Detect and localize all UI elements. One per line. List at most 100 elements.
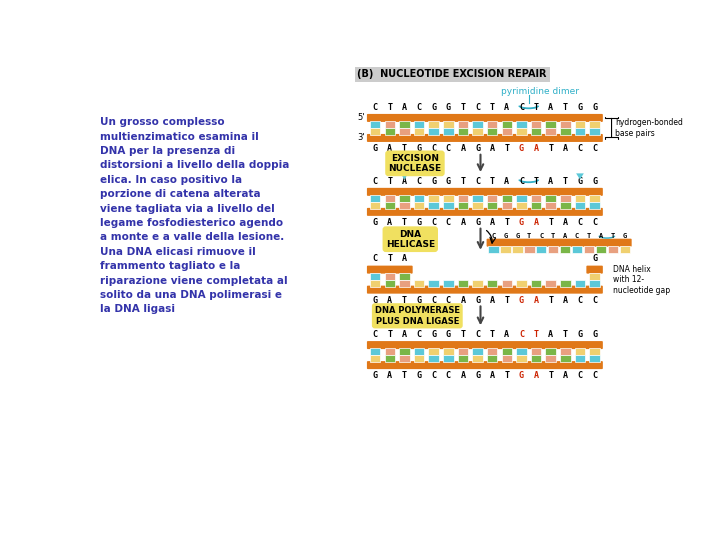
Text: G: G (373, 372, 378, 380)
Text: C: C (431, 144, 436, 153)
Bar (572, 246, 582, 253)
Bar (502, 202, 512, 209)
Bar (502, 121, 512, 128)
Text: G: G (577, 103, 582, 112)
Text: A: A (504, 330, 509, 339)
Bar (575, 280, 585, 287)
Bar (531, 202, 541, 209)
Text: G: G (373, 218, 378, 227)
Bar (560, 121, 571, 128)
Bar (516, 128, 527, 135)
Bar (428, 121, 439, 128)
Bar (502, 195, 512, 202)
Bar (428, 202, 439, 209)
Bar (443, 348, 454, 355)
Bar (548, 246, 559, 253)
Bar (531, 128, 541, 135)
Text: T: T (534, 330, 539, 339)
Text: C: C (539, 233, 544, 239)
Text: T: T (387, 330, 392, 339)
Text: T: T (402, 144, 407, 153)
Text: T: T (402, 296, 407, 305)
Bar (443, 128, 454, 135)
Text: G: G (519, 372, 524, 380)
Polygon shape (400, 173, 408, 179)
Bar (399, 280, 410, 287)
Bar (487, 121, 498, 128)
Bar (619, 246, 630, 253)
Bar (536, 246, 546, 253)
Bar (595, 246, 606, 253)
Bar (502, 280, 512, 287)
Text: T: T (490, 330, 495, 339)
Text: C: C (475, 103, 480, 112)
Bar (428, 348, 439, 355)
Text: C: C (431, 296, 436, 305)
Text: T: T (563, 177, 568, 186)
Text: A: A (461, 218, 465, 227)
FancyBboxPatch shape (367, 341, 603, 349)
Text: A: A (563, 296, 568, 305)
Text: G: G (519, 144, 524, 153)
Text: T: T (548, 144, 553, 153)
Bar (384, 128, 395, 135)
Text: G: G (446, 103, 451, 112)
Text: G: G (475, 296, 480, 305)
Text: C: C (519, 177, 524, 186)
Bar (546, 128, 556, 135)
Text: A: A (402, 177, 407, 186)
Bar (516, 355, 527, 362)
FancyBboxPatch shape (367, 208, 603, 216)
Bar (512, 246, 523, 253)
Text: C: C (475, 330, 480, 339)
Bar (370, 355, 380, 362)
Text: A: A (402, 254, 407, 264)
Text: C: C (577, 218, 582, 227)
Bar (531, 195, 541, 202)
Text: G: G (475, 144, 480, 153)
Bar (443, 280, 454, 287)
Text: G: G (519, 296, 524, 305)
Text: C: C (431, 218, 436, 227)
Text: T: T (387, 177, 392, 186)
Bar (560, 128, 571, 135)
FancyBboxPatch shape (367, 188, 603, 196)
Bar (560, 202, 571, 209)
Text: (B)  NUCLEOTIDE EXCISION REPAIR: (B) NUCLEOTIDE EXCISION REPAIR (357, 70, 547, 79)
Bar (487, 348, 498, 355)
Text: A: A (563, 233, 567, 239)
Bar (414, 348, 424, 355)
Bar (384, 280, 395, 287)
Text: A: A (548, 103, 553, 112)
Text: DNA helix
with 12-
nucleotide gap: DNA helix with 12- nucleotide gap (613, 265, 670, 294)
Text: G: G (623, 233, 627, 239)
Bar (516, 280, 527, 287)
Text: C: C (446, 218, 451, 227)
Bar (384, 348, 395, 355)
Bar (370, 202, 380, 209)
Bar (443, 195, 454, 202)
Text: T: T (387, 103, 392, 112)
Bar (443, 202, 454, 209)
Bar (370, 128, 380, 135)
Text: T: T (402, 218, 407, 227)
Bar (546, 348, 556, 355)
Text: A: A (534, 296, 539, 305)
Text: G: G (475, 218, 480, 227)
Text: A: A (387, 144, 392, 153)
Text: T: T (504, 144, 509, 153)
Text: A: A (548, 330, 553, 339)
Bar (399, 195, 410, 202)
Bar (472, 355, 483, 362)
Bar (590, 355, 600, 362)
Bar (590, 128, 600, 135)
Bar (370, 273, 380, 280)
Text: C: C (417, 330, 421, 339)
Bar (590, 273, 600, 280)
Bar (458, 280, 468, 287)
Text: T: T (548, 296, 553, 305)
Text: A: A (402, 103, 407, 112)
Bar (428, 128, 439, 135)
Bar (458, 128, 468, 135)
Text: DNA POLYMERASE
PLUS DNA LIGASE: DNA POLYMERASE PLUS DNA LIGASE (375, 306, 460, 326)
